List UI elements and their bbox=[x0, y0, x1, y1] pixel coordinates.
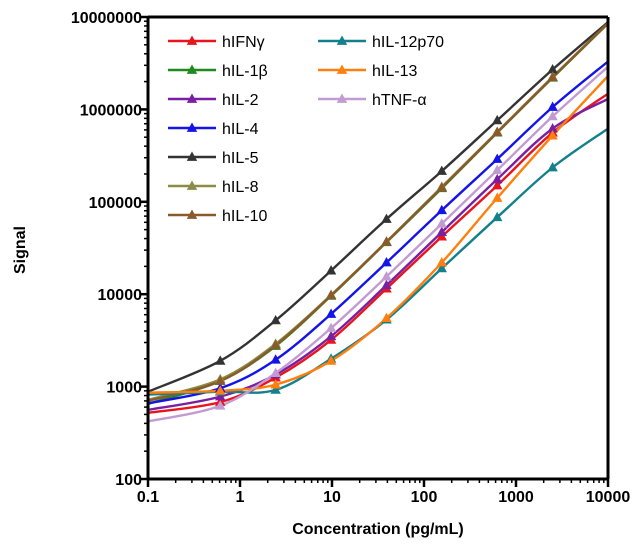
legend-label: hIL-2 bbox=[222, 92, 259, 109]
ticks-layer: 0.1 1 10 100 1000 10000 100 1000 10000 100000 1000… bbox=[71, 10, 631, 506]
legend-label: hTNF-α bbox=[372, 92, 427, 109]
data-point-hil-5 bbox=[547, 64, 558, 74]
data-point-hil-12p70 bbox=[547, 162, 558, 172]
data-point-hil-2 bbox=[547, 123, 558, 133]
legend-swatch-marker bbox=[336, 93, 348, 103]
data-point-htnf-alpha bbox=[215, 400, 226, 410]
legend-label: hIL-12p70 bbox=[372, 34, 444, 51]
data-point-hil-5 bbox=[436, 165, 447, 175]
data-point-hil-2 bbox=[325, 330, 337, 341]
series-line-hil-4 bbox=[147, 60, 609, 405]
legend-swatch-marker bbox=[336, 64, 348, 74]
legend-item-hil-5: hIL-5 bbox=[168, 150, 259, 167]
data-point-hil-13 bbox=[325, 355, 337, 365]
legend-item-hil-12p70: hIL-12p70 bbox=[318, 34, 444, 51]
series-line-hil-13 bbox=[147, 75, 609, 394]
legend: hIFNγ hIL-1β hIL-2 hIL-4 hIL-5 hIL-8 hIL-10 hIL… bbox=[168, 34, 444, 225]
data-point-hil-12p70 bbox=[436, 262, 447, 273]
data-point-hil-10 bbox=[325, 289, 337, 300]
x-axis-title: Concentration (pg/mL) bbox=[292, 521, 464, 538]
data-point-hil-12p70 bbox=[491, 211, 503, 222]
legend-swatch-marker bbox=[186, 151, 198, 161]
y-tick-label: 100 bbox=[115, 472, 142, 489]
axes-layer bbox=[146, 15, 610, 481]
data-point-htnf-alpha bbox=[270, 367, 281, 377]
data-point-hil-10 bbox=[547, 71, 558, 82]
y-axis-title: Signal bbox=[12, 226, 29, 274]
legend-item-hil-10: hIL-10 bbox=[168, 208, 267, 225]
legend-item-htnf-alpha: hTNF-α bbox=[318, 92, 427, 109]
data-point-hil-4 bbox=[381, 257, 392, 267]
legend-item-hil-2: hIL-2 bbox=[168, 92, 259, 109]
data-point-hil-10 bbox=[215, 375, 226, 385]
legend-item-hil-8: hIL-8 bbox=[168, 179, 259, 196]
data-point-htnf-alpha bbox=[547, 110, 558, 121]
series-line-hifngamma bbox=[147, 92, 609, 414]
data-point-hil-10 bbox=[270, 339, 281, 350]
data-point-hifngamma bbox=[491, 180, 503, 190]
data-point-hil-4 bbox=[491, 153, 503, 163]
y-tick-label: 100000 bbox=[89, 195, 142, 212]
legend-swatch-marker bbox=[186, 209, 198, 219]
data-point-hil-5 bbox=[325, 265, 337, 275]
legend-item-hil-4: hIL-4 bbox=[168, 121, 259, 138]
legend-label: hIL-8 bbox=[222, 179, 259, 196]
data-point-htnf-alpha bbox=[436, 218, 447, 228]
y-tick-label: 1000 bbox=[106, 380, 142, 397]
data-point-hil-13 bbox=[215, 385, 226, 395]
legend-swatch-marker bbox=[186, 93, 198, 103]
data-point-hil-13 bbox=[436, 257, 447, 267]
legend-item-hil-13: hIL-13 bbox=[318, 63, 417, 80]
markers-layer bbox=[215, 64, 558, 410]
legend-swatch-marker bbox=[336, 35, 348, 45]
data-point-hil-2 bbox=[491, 173, 503, 184]
data-point-hil-13 bbox=[270, 379, 281, 389]
data-point-hil-2 bbox=[381, 279, 392, 290]
data-point-hil-2 bbox=[436, 226, 447, 236]
legend-label: hIL-5 bbox=[222, 150, 259, 167]
data-point-hil-13 bbox=[491, 192, 503, 202]
legend-swatch-marker bbox=[186, 64, 198, 74]
data-point-htnf-alpha bbox=[325, 322, 337, 332]
legend-label: hIL-4 bbox=[222, 121, 259, 138]
data-point-hil-4 bbox=[547, 101, 558, 111]
data-point-hil-4 bbox=[325, 308, 337, 318]
data-point-hil-5 bbox=[270, 314, 281, 325]
data-point-hil-5 bbox=[491, 114, 503, 125]
data-point-hil-2 bbox=[215, 391, 226, 401]
data-point-hil-10 bbox=[381, 236, 392, 246]
data-point-hil-10 bbox=[436, 182, 447, 192]
x-tick-label: 100 bbox=[411, 489, 438, 506]
y-tick-label: 10000 bbox=[98, 287, 143, 304]
data-point-hil-5 bbox=[215, 355, 226, 365]
y-tick-label: 1000000 bbox=[80, 102, 142, 119]
data-point-hil-13 bbox=[381, 312, 392, 323]
data-point-hil-5 bbox=[381, 213, 392, 223]
x-tick-label: 0.1 bbox=[137, 489, 159, 506]
legend-swatch-marker bbox=[186, 180, 198, 190]
data-point-hil-10 bbox=[491, 126, 503, 137]
data-point-hil-13 bbox=[547, 130, 558, 140]
data-point-hil-12p70 bbox=[270, 384, 281, 394]
legend-swatch-marker bbox=[186, 122, 198, 132]
series-line-hil-12p70 bbox=[147, 127, 609, 396]
legend-item-hifngamma: hIFNγ bbox=[168, 34, 265, 51]
data-point-hil-4 bbox=[436, 204, 447, 215]
legend-label: hIL-13 bbox=[372, 63, 417, 80]
legend-item-hil-1beta: hIL-1β bbox=[168, 63, 268, 80]
data-point-hil-4 bbox=[270, 354, 281, 364]
legend-swatch-marker bbox=[186, 35, 198, 45]
y-tick-label: 10000000 bbox=[71, 10, 142, 27]
x-tick-label: 1000 bbox=[498, 489, 534, 506]
data-point-htnf-alpha bbox=[491, 164, 503, 175]
x-tick-label: 1 bbox=[236, 489, 245, 506]
legend-label: hIL-1β bbox=[222, 63, 268, 80]
x-tick-label: 10000 bbox=[586, 489, 631, 506]
x-tick-label: 10 bbox=[323, 489, 341, 506]
legend-label: hIFNγ bbox=[222, 34, 265, 51]
legend-label: hIL-10 bbox=[222, 208, 267, 225]
data-point-htnf-alpha bbox=[381, 271, 392, 281]
